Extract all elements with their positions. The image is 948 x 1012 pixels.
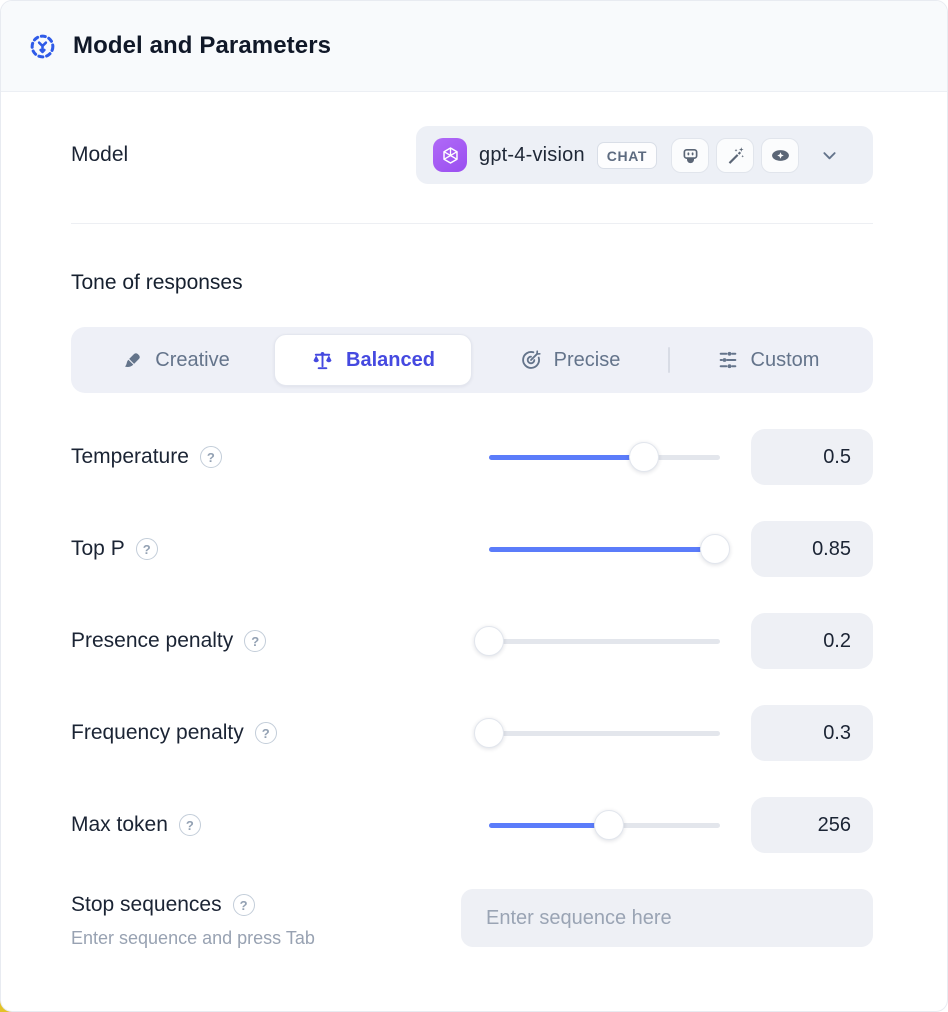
slider-track [489, 730, 720, 736]
panel-title: Model and Parameters [73, 32, 332, 59]
help-icon[interactable]: ? [244, 630, 267, 652]
target-icon [520, 349, 542, 371]
param-row-top-p: Top P ? 0.85 [71, 521, 873, 577]
tone-section-title: Tone of responses [71, 271, 243, 294]
chevron-down-icon [820, 146, 839, 165]
frequency-penalty-slider[interactable] [474, 718, 720, 748]
temperature-value[interactable]: 0.5 [751, 429, 873, 485]
help-icon[interactable]: ? [254, 722, 277, 744]
slider-fill [489, 546, 716, 552]
balance-scale-icon [311, 349, 334, 372]
slider-thumb[interactable] [628, 442, 659, 472]
param-row-max-token: Max token ? 256 [71, 797, 873, 853]
help-icon[interactable]: ? [135, 538, 158, 560]
tone-option-precise[interactable]: Precise [472, 334, 668, 386]
tone-segmented-control: Creative Balanced [71, 327, 873, 393]
help-icon[interactable]: ? [232, 894, 255, 916]
param-row-presence-penalty: Presence penalty ? 0.2 [71, 613, 873, 669]
magic-wand-icon [716, 137, 755, 173]
param-row-frequency-penalty: Frequency penalty ? 0.3 [71, 705, 873, 761]
tone-option-balanced[interactable]: Balanced [274, 334, 472, 386]
model-type-badge: CHAT [596, 141, 658, 169]
tone-option-label: Creative [155, 348, 230, 371]
focus-target-icon [29, 33, 56, 60]
stop-sequence-input[interactable] [461, 889, 873, 947]
stop-sequences-helper: Enter sequence and press Tab [71, 928, 315, 948]
tone-option-custom[interactable]: Custom [670, 334, 866, 386]
model-row: Model gpt-4-vision CHAT [71, 126, 873, 184]
param-label: Temperature [71, 445, 189, 468]
selected-model-name: gpt-4-vision [479, 143, 585, 166]
vision-eye-icon [761, 137, 800, 173]
stop-sequences-label: Stop sequences [71, 893, 222, 916]
slider-fill [489, 822, 610, 828]
param-label: Presence penalty [71, 629, 234, 652]
paintbrush-icon [122, 350, 143, 371]
frequency-penalty-value[interactable]: 0.3 [751, 705, 873, 761]
tone-option-label: Custom [750, 348, 820, 371]
panel-header: Model and Parameters [1, 1, 947, 92]
top-p-slider[interactable] [489, 534, 731, 564]
param-label: Top P [71, 537, 125, 560]
top-p-value[interactable]: 0.85 [751, 521, 873, 577]
max-token-value[interactable]: 256 [751, 797, 873, 853]
slider-track [489, 638, 720, 644]
presence-penalty-slider[interactable] [474, 626, 720, 656]
help-icon[interactable]: ? [178, 814, 201, 836]
param-label: Frequency penalty [71, 721, 244, 744]
slider-thumb[interactable] [700, 534, 731, 564]
panel-content: Model gpt-4-vision CHAT [1, 126, 947, 949]
tone-option-creative[interactable]: Creative [78, 334, 274, 386]
param-label: Max token [71, 813, 168, 836]
slider-thumb[interactable] [594, 810, 625, 840]
section-divider [71, 223, 873, 224]
tone-option-label: Precise [553, 348, 621, 371]
presence-penalty-value[interactable]: 0.2 [751, 613, 873, 669]
segment-divider [668, 347, 670, 373]
temperature-slider[interactable] [489, 442, 720, 472]
model-capability-badges [671, 137, 800, 173]
model-label: Model [71, 143, 129, 166]
sliders-icon [717, 349, 739, 371]
param-row-temperature: Temperature ? 0.5 [71, 429, 873, 485]
slider-fill [489, 454, 644, 460]
openai-logo-icon [433, 138, 467, 172]
slider-thumb[interactable] [474, 718, 504, 748]
help-icon[interactable]: ? [199, 446, 222, 468]
tone-option-label: Balanced [346, 348, 435, 371]
robot-icon [671, 137, 710, 173]
model-select-dropdown[interactable]: gpt-4-vision CHAT [416, 126, 873, 184]
stop-sequences-row: Stop sequences ? Enter sequence and pres… [71, 889, 873, 949]
max-token-slider[interactable] [489, 810, 720, 840]
slider-thumb[interactable] [474, 626, 504, 656]
